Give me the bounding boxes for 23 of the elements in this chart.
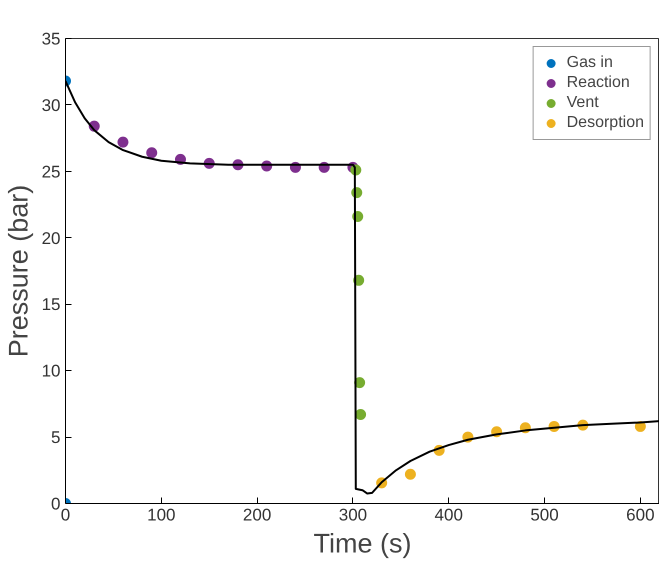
x-tick-label: 500 [530, 506, 559, 524]
y-tick-label: 15 [42, 295, 61, 314]
x-tick-label: 200 [242, 506, 272, 524]
y-tick-label: 35 [42, 30, 61, 48]
point [146, 147, 158, 158]
point [117, 136, 128, 148]
x-tick-label: 400 [434, 506, 463, 524]
y-axis-title: Pressure (bar) [4, 184, 34, 358]
x-axis-title: Time (s) [314, 528, 412, 558]
legend-label: Vent [566, 94, 599, 112]
y-tick-label: 30 [42, 96, 61, 115]
x-tick-label: 100 [147, 506, 176, 524]
legend-label: Desorption [566, 114, 644, 132]
legend-label: Gas in [566, 54, 613, 72]
y-tick-label: 10 [42, 362, 61, 381]
x-tick-label: 600 [626, 506, 655, 524]
y-tick-label: 25 [42, 162, 61, 182]
point [404, 468, 416, 480]
point [355, 408, 366, 420]
x-tick-label: 300 [338, 506, 368, 524]
legend-label: Reaction [566, 74, 630, 92]
y-tick-label: 5 [51, 428, 61, 448]
y-tick-label: 20 [42, 228, 61, 248]
